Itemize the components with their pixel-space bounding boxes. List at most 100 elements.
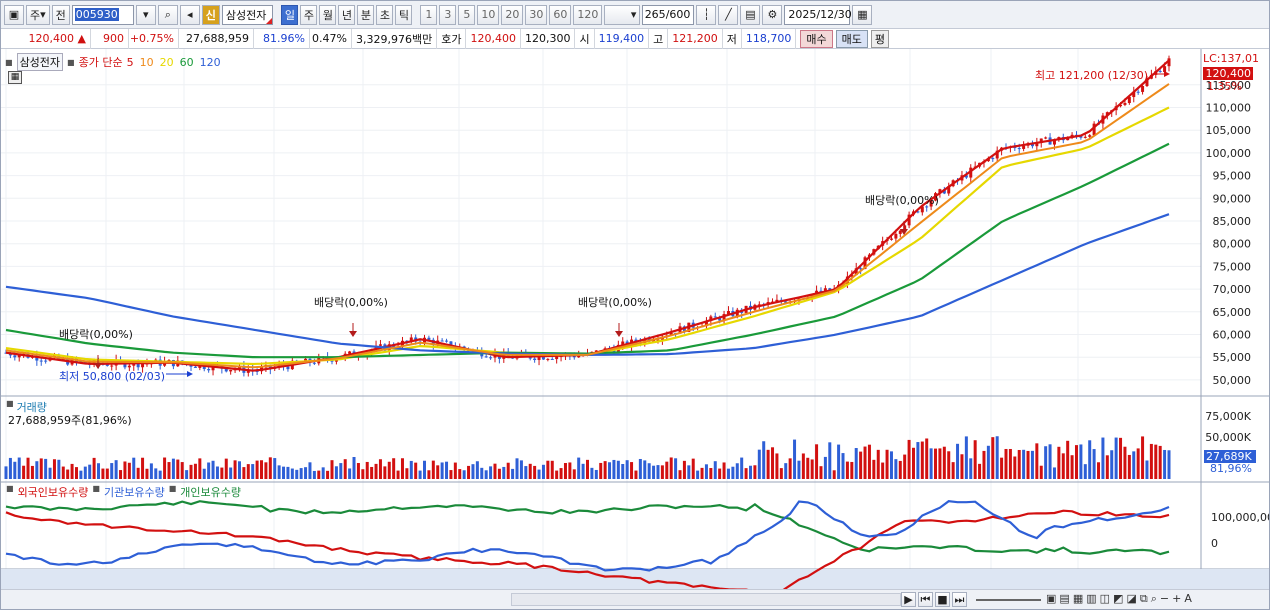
rewind-icon[interactable]: ⏮ <box>918 592 933 607</box>
ma-period-label[interactable]: 5 <box>126 55 134 69</box>
volume-bar <box>951 462 955 479</box>
holding-tick-label: 0 <box>1211 537 1218 550</box>
volume-bar <box>387 461 391 479</box>
volume-bar <box>1008 448 1012 479</box>
period-tab[interactable]: 일 <box>281 4 299 25</box>
font-icon[interactable]: A <box>1184 592 1192 605</box>
zoom-slider[interactable] <box>976 599 1041 601</box>
interval-button[interactable]: 20 <box>501 4 524 25</box>
ma-period-label[interactable]: 10 <box>139 55 154 69</box>
candle-body <box>947 186 951 194</box>
layout-icon[interactable]: ▣ <box>1046 592 1057 605</box>
price-tick-label: 80,000 <box>1213 238 1252 251</box>
candle-body <box>863 257 867 269</box>
candle-icon[interactable]: ┆ <box>696 4 717 25</box>
type-select[interactable]: 주 ▾ <box>26 4 50 25</box>
speaker-icon[interactable]: ◂ <box>179 4 200 25</box>
interval-button[interactable]: 60 <box>549 4 572 25</box>
stop-icon[interactable]: ■ <box>935 592 950 607</box>
interval-button[interactable]: 5 <box>458 4 476 25</box>
candle-body <box>709 316 713 321</box>
prev-button[interactable]: 전 <box>51 4 70 25</box>
link-icon[interactable]: ⧉ <box>1139 592 1148 605</box>
gear-icon[interactable]: ⚙ <box>762 4 783 25</box>
grid-icon[interactable]: ▦ <box>1072 592 1084 605</box>
candle-body <box>440 340 444 342</box>
volume-bar <box>295 469 299 479</box>
scrollbar-track[interactable] <box>511 593 901 606</box>
tool-icon[interactable]: ◩ <box>1113 592 1124 605</box>
draw-tool-icon[interactable]: ╱ <box>718 4 739 25</box>
indicator-icon[interactable]: ◫ <box>1099 592 1111 605</box>
volume-bar <box>163 457 167 479</box>
volume-bar <box>1074 445 1078 479</box>
plus-icon[interactable]: + <box>1172 592 1182 605</box>
candle-body <box>854 268 858 276</box>
compare-icon[interactable]: ▥ <box>1086 592 1097 605</box>
calendar-icon[interactable]: ▦ <box>852 4 873 25</box>
interval-dropdown[interactable]: ▾ <box>604 4 641 25</box>
zoom-icon[interactable]: ⌕ <box>1150 592 1157 605</box>
volume-bar <box>687 465 691 479</box>
chart-canvas[interactable]: 115,000 110,000 105,000 100,000 95,000 90,000… <box>1 49 1269 589</box>
table-toggle-icon[interactable]: ▦ <box>8 71 22 84</box>
volume-bar <box>268 457 272 479</box>
volume-bar <box>630 462 634 479</box>
volume-bar <box>766 449 770 479</box>
candle-body <box>136 361 140 368</box>
candle-body <box>1066 137 1070 141</box>
period-tab[interactable]: 초 <box>376 4 394 25</box>
period-tab[interactable]: 주 <box>300 4 318 25</box>
volume-bar <box>929 448 933 479</box>
price-tick-label: 60,000 <box>1213 329 1252 342</box>
volume-bar <box>317 470 321 479</box>
volume-bar <box>4 466 8 479</box>
window-menu-icon[interactable]: ▣ <box>4 4 24 25</box>
ma-period-label[interactable]: 60 <box>179 55 194 69</box>
overlay-icon[interactable]: ▤ <box>1059 592 1070 605</box>
fast-forward-icon[interactable]: ⏭ <box>952 592 967 607</box>
price-tick-label: 95,000 <box>1213 170 1252 183</box>
bar-count-input[interactable]: 265/600 <box>642 4 695 25</box>
candle-body <box>445 340 449 342</box>
buy-button[interactable]: 매수 <box>800 29 833 48</box>
volume-bar <box>1127 454 1131 479</box>
scroll-right-icon[interactable]: ▶ <box>901 592 916 607</box>
volume-bar <box>608 462 612 479</box>
period-tab[interactable]: 년 <box>338 4 356 25</box>
holding-legend-item[interactable]: 외국인보유수량 <box>17 486 89 499</box>
holding-legend-item[interactable]: 개인보유수량 <box>180 486 241 499</box>
volume-bar <box>502 466 506 479</box>
minus-icon[interactable]: − <box>1159 592 1170 605</box>
eval-button[interactable]: 평 <box>870 29 889 48</box>
price-tick-label: 75,000 <box>1213 260 1252 273</box>
period-tab[interactable]: 월 <box>319 4 337 25</box>
interval-button[interactable]: 10 <box>477 4 500 25</box>
stock-name-field[interactable]: 삼성전자 <box>221 4 274 25</box>
ma-period-label[interactable]: 120 <box>199 55 221 69</box>
ma-period-label[interactable]: 20 <box>159 55 174 69</box>
sell-button[interactable]: 매도 <box>835 29 868 48</box>
candle-body <box>621 341 625 345</box>
interval-button[interactable]: 1 <box>420 4 438 25</box>
stock-label[interactable]: 삼성전자 <box>16 53 64 71</box>
search-icon[interactable]: ⌕ <box>157 4 178 25</box>
stock-code-input[interactable]: 005930 <box>71 4 134 25</box>
interval-button[interactable]: 30 <box>525 4 548 25</box>
interval-button[interactable]: 120 <box>573 4 603 25</box>
volume-bar <box>321 467 325 479</box>
interval-button[interactable]: 3 <box>439 4 457 25</box>
volume-tick-label: 50,000K <box>1205 431 1251 444</box>
candle-body <box>348 351 352 354</box>
volume-bar <box>757 449 761 479</box>
mark-icon[interactable]: ◪ <box>1126 592 1137 605</box>
ma-line-60 <box>5 142 1170 359</box>
code-dropdown-icon[interactable]: ▾ <box>135 4 156 25</box>
pct-label: 1.35% <box>1207 80 1242 93</box>
period-tab[interactable]: 틱 <box>395 4 413 25</box>
date-input[interactable]: 2025/12/30 <box>784 4 852 25</box>
volume-title: 거래량 <box>16 401 47 414</box>
holding-legend-item[interactable]: 기관보유수량 <box>103 486 165 499</box>
period-tab[interactable]: 분 <box>357 4 375 25</box>
save-icon[interactable]: ▤ <box>740 4 761 25</box>
